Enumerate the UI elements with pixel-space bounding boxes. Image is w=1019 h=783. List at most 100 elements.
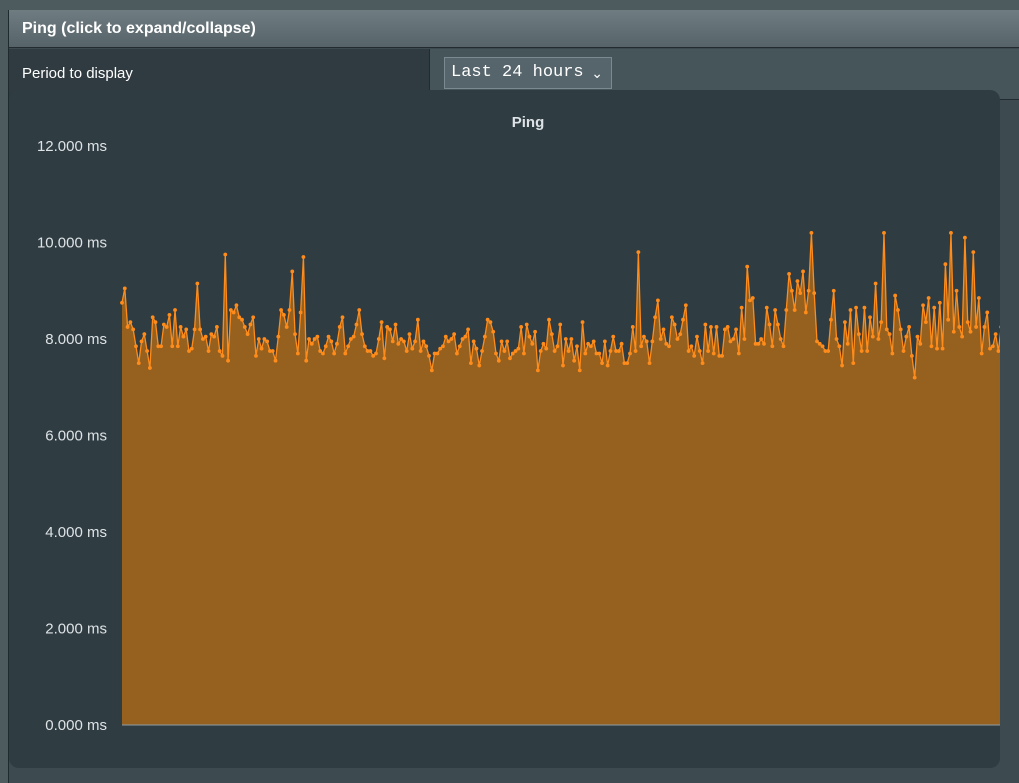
data-point xyxy=(242,325,247,329)
data-point xyxy=(248,322,253,327)
data-point xyxy=(167,312,172,317)
data-point xyxy=(856,332,861,337)
data-point xyxy=(164,325,169,329)
data-point xyxy=(611,334,616,339)
data-point xyxy=(494,351,498,356)
data-point xyxy=(510,351,515,356)
y-tick-label: 0.000 ms xyxy=(45,717,107,734)
data-point xyxy=(374,351,378,356)
period-select[interactable]: Last 24 hours ⌄ xyxy=(444,57,612,89)
data-point xyxy=(742,337,747,341)
data-point xyxy=(661,327,666,332)
data-point xyxy=(432,351,437,356)
data-point xyxy=(379,320,384,325)
data-point xyxy=(421,339,426,344)
data-point xyxy=(474,346,479,351)
data-point xyxy=(262,337,267,341)
data-point xyxy=(418,349,423,353)
data-point xyxy=(686,349,691,353)
data-point xyxy=(926,296,931,300)
data-point xyxy=(569,337,574,341)
data-point xyxy=(307,337,311,341)
data-point xyxy=(499,339,504,344)
data-point xyxy=(848,308,853,312)
data-point xyxy=(505,339,510,344)
data-point xyxy=(644,339,649,344)
data-point xyxy=(664,341,669,346)
data-point xyxy=(762,341,766,346)
data-point xyxy=(840,363,845,368)
data-point xyxy=(203,334,208,339)
data-point xyxy=(549,332,554,337)
data-point xyxy=(583,351,588,356)
data-point xyxy=(471,339,476,344)
data-point xyxy=(580,320,585,325)
data-point xyxy=(226,358,230,363)
data-point xyxy=(312,337,317,341)
data-point xyxy=(999,325,1000,329)
data-point xyxy=(834,337,839,341)
data-point xyxy=(996,349,1000,353)
data-point xyxy=(217,349,222,353)
data-point xyxy=(396,341,401,346)
data-point xyxy=(273,358,278,363)
data-point xyxy=(195,281,200,286)
data-point xyxy=(594,351,599,356)
data-point xyxy=(748,298,752,303)
data-point xyxy=(935,346,939,351)
data-point xyxy=(672,322,677,327)
data-point xyxy=(586,341,591,346)
data-point xyxy=(778,337,783,341)
area-fill xyxy=(122,232,1000,725)
data-point xyxy=(457,344,462,349)
data-point xyxy=(667,344,671,349)
data-point xyxy=(845,341,850,346)
data-point xyxy=(326,334,331,339)
data-point xyxy=(843,320,847,325)
panel-header-toggle[interactable]: Ping (click to expand/collapse) xyxy=(9,10,1019,48)
data-point xyxy=(315,334,320,339)
data-point xyxy=(898,327,903,332)
data-point xyxy=(642,334,646,339)
data-point xyxy=(949,230,953,235)
data-point xyxy=(932,305,937,310)
data-point xyxy=(122,286,127,291)
data-point xyxy=(812,291,817,296)
data-point xyxy=(175,344,180,349)
data-point xyxy=(351,334,356,339)
data-point xyxy=(321,351,325,356)
data-point xyxy=(332,351,337,356)
data-point xyxy=(348,337,353,341)
data-point xyxy=(281,312,286,317)
data-point xyxy=(614,349,618,353)
data-point xyxy=(792,308,797,312)
data-point xyxy=(622,361,627,366)
data-point xyxy=(178,325,183,329)
data-point xyxy=(720,353,724,358)
data-point xyxy=(739,305,744,310)
data-point xyxy=(362,344,367,349)
data-point xyxy=(223,252,228,257)
data-point xyxy=(566,349,571,353)
data-point xyxy=(951,329,956,334)
data-point xyxy=(968,329,973,334)
data-point xyxy=(268,349,272,353)
data-point xyxy=(145,349,150,353)
data-point xyxy=(597,351,602,356)
data-point xyxy=(150,315,155,320)
data-point xyxy=(477,363,482,368)
data-point xyxy=(918,341,923,346)
data-point xyxy=(541,341,546,346)
data-point xyxy=(915,334,920,339)
data-point xyxy=(750,296,755,300)
data-point xyxy=(455,351,459,356)
data-point xyxy=(806,288,811,293)
data-point xyxy=(128,320,133,325)
data-point xyxy=(323,344,328,349)
data-point xyxy=(343,351,348,356)
data-point xyxy=(767,322,772,327)
data-point xyxy=(357,308,362,312)
data-point xyxy=(134,344,138,349)
data-point xyxy=(776,322,780,327)
data-point xyxy=(817,341,822,346)
